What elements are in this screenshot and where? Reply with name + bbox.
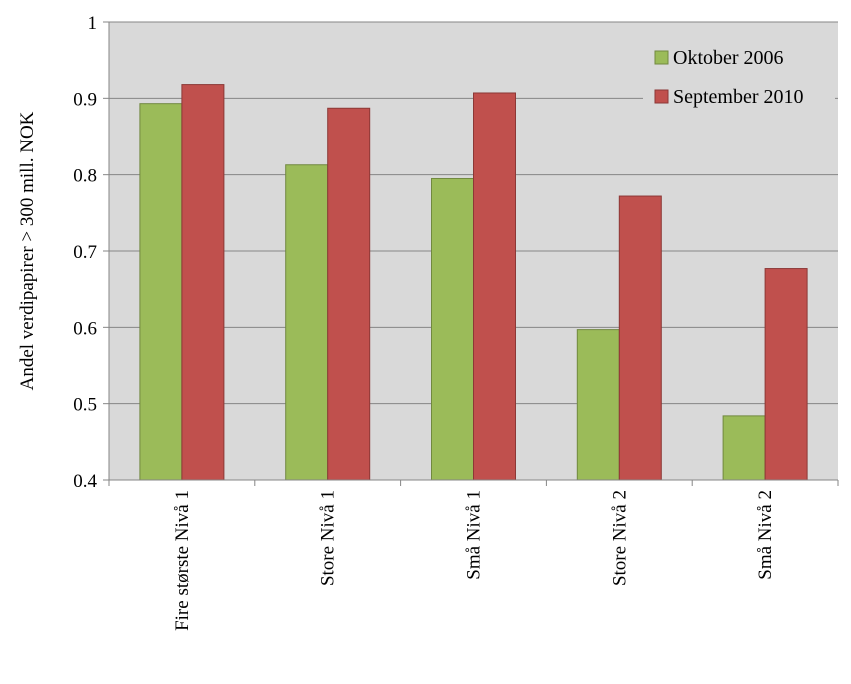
x-tick-label: Store Nivå 1 xyxy=(318,490,339,586)
y-tick-label: 0.6 xyxy=(73,318,97,339)
bar xyxy=(576,329,620,481)
x-tick-labels: Fire største Nivå 1 Store Nivå 1 Små Nivå … xyxy=(172,490,776,631)
bars xyxy=(139,84,808,481)
bar xyxy=(473,92,516,481)
legend: Oktober 2006 September 2010 xyxy=(643,30,835,118)
bar xyxy=(285,164,329,481)
bar xyxy=(618,195,662,481)
legend-swatch xyxy=(654,89,669,104)
bar xyxy=(139,103,183,481)
legend-box xyxy=(643,30,835,118)
x-tick-label: Små Nivå 2 xyxy=(755,490,776,580)
y-axis-title: Andel verdipapirer > 300 mill. NOK xyxy=(17,111,38,390)
y-tick-label: 0.9 xyxy=(73,89,97,110)
x-tick-label: Små Nivå 1 xyxy=(464,490,485,580)
bar xyxy=(764,268,808,481)
y-tick-label: 0.4 xyxy=(73,471,97,492)
y-tick-label: 0.8 xyxy=(73,166,97,187)
bar xyxy=(327,107,371,481)
y-tick-labels: 0.4 0.5 0.6 0.7 0.8 0.9 1 xyxy=(73,13,97,492)
legend-label: Oktober 2006 xyxy=(673,47,784,69)
bar xyxy=(181,84,225,481)
y-tick-label: 0.7 xyxy=(73,242,97,263)
axes xyxy=(103,21,839,486)
bar xyxy=(722,415,766,481)
y-tick-label: 0.5 xyxy=(73,395,97,416)
legend-swatch xyxy=(654,50,669,65)
x-tick-label: Fire største Nivå 1 xyxy=(172,490,193,631)
legend-label: September 2010 xyxy=(673,86,804,108)
bar xyxy=(431,177,474,481)
x-tick-label: Store Nivå 2 xyxy=(609,490,630,586)
y-tick-label: 1 xyxy=(88,13,98,34)
